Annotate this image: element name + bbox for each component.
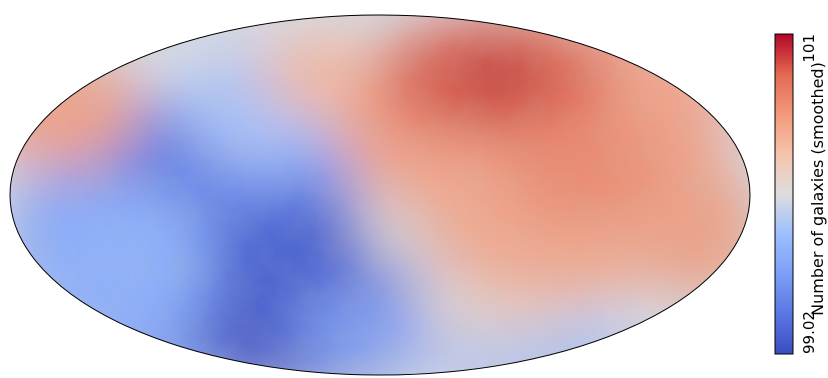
map-outline (9, 14, 751, 376)
colorbar-max-label: 101 (800, 34, 818, 63)
colorbar-min-label: 99.02 (800, 311, 818, 354)
colorbar: 101 99.02 Number of galaxies (smoothed) (774, 33, 827, 355)
mollweide-sky-map (9, 14, 751, 376)
colorbar-gradient (774, 33, 794, 355)
colorbar-title: Number of galaxies (smoothed) (808, 62, 827, 316)
